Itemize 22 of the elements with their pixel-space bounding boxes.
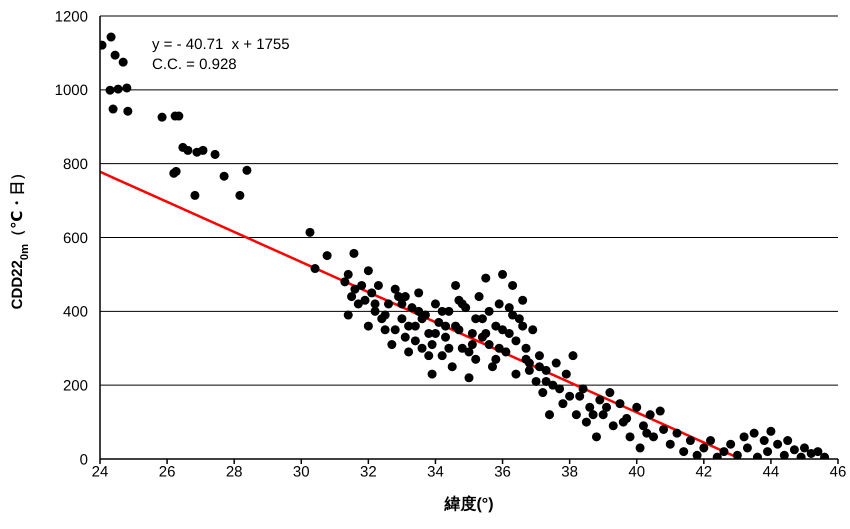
x-tick-label: 28: [226, 464, 243, 481]
y-tick-label: 800: [62, 156, 88, 173]
y-tick-label: 1000: [54, 82, 88, 100]
x-tick-label: 26: [158, 464, 176, 481]
x-tick-label: 24: [92, 464, 108, 481]
annotation: y = - 40.71 x + 1755: [152, 35, 290, 55]
y-tick-label: 400: [62, 304, 88, 321]
x-tick-label: 44: [762, 464, 780, 481]
y-tick-label: 1200: [54, 8, 88, 26]
annotation: C.C. = 0.928: [152, 55, 238, 75]
x-tick-label: 36: [494, 464, 511, 481]
x-tick-label: 40: [628, 464, 646, 481]
x-tick-label: 38: [561, 464, 578, 481]
y-tick-label: 200: [62, 377, 88, 394]
x-tick-label: 34: [427, 464, 444, 481]
x-tick-label: 30: [292, 464, 310, 481]
y-tick-label: 600: [62, 230, 88, 247]
x-tick-label: 46: [830, 464, 846, 481]
y-tick-label: 0: [80, 451, 88, 468]
x-tick-label: 32: [360, 464, 377, 481]
x-axis-title: 緯度(°): [443, 494, 494, 513]
x-tick-label: 42: [695, 464, 712, 481]
